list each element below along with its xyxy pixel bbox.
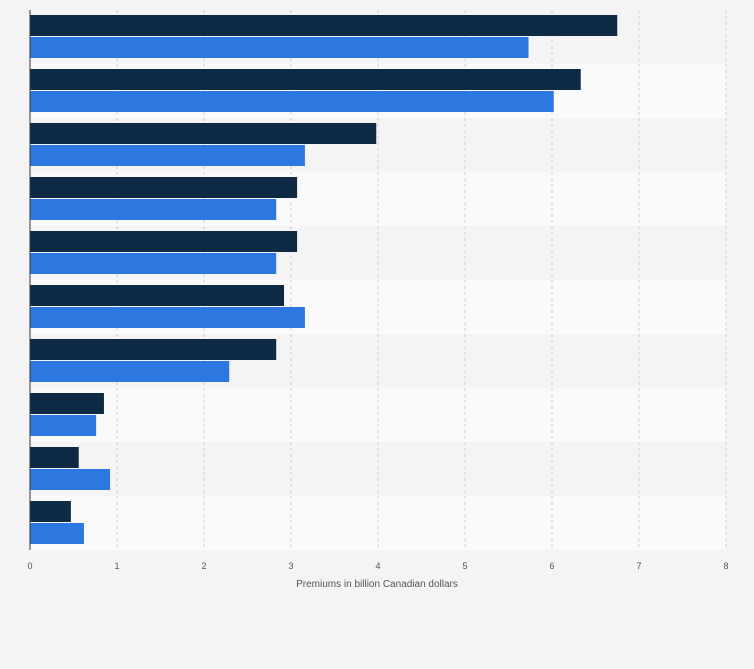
bar-series1 — [30, 123, 377, 144]
bar-series2 — [30, 91, 554, 112]
x-tick-label: 4 — [375, 561, 380, 571]
bar-series2 — [30, 361, 230, 382]
bars — [30, 15, 618, 544]
bar-series1 — [30, 447, 79, 468]
bar-series2 — [30, 37, 529, 58]
x-tick-labels: 0 1 2 3 4 5 6 7 8 — [27, 561, 728, 571]
bar-series2 — [30, 199, 277, 220]
x-tick-label: 1 — [114, 561, 119, 571]
bar-series1 — [30, 393, 104, 414]
bar-series2 — [30, 523, 84, 544]
x-tick-label: 6 — [549, 561, 554, 571]
bar-series1 — [30, 69, 581, 90]
x-tick-label: 2 — [201, 561, 206, 571]
x-tick-label: 7 — [636, 561, 641, 571]
bar-series1 — [30, 231, 298, 252]
bar-series2 — [30, 145, 305, 166]
bar-series1 — [30, 501, 71, 522]
bar-series1 — [30, 285, 285, 306]
x-tick-label: 3 — [288, 561, 293, 571]
bar-series2 — [30, 307, 305, 328]
x-tick-label: 5 — [462, 561, 467, 571]
bar-series1 — [30, 177, 298, 198]
x-axis-title: Premiums in billion Canadian dollars — [296, 579, 458, 590]
bar-series2 — [30, 253, 277, 274]
bar-series2 — [30, 415, 97, 436]
bar-series2 — [30, 469, 111, 490]
x-tick-label: 0 — [27, 561, 32, 571]
bar-series1 — [30, 15, 618, 36]
x-tick-label: 8 — [723, 561, 728, 571]
bar-series1 — [30, 339, 277, 360]
